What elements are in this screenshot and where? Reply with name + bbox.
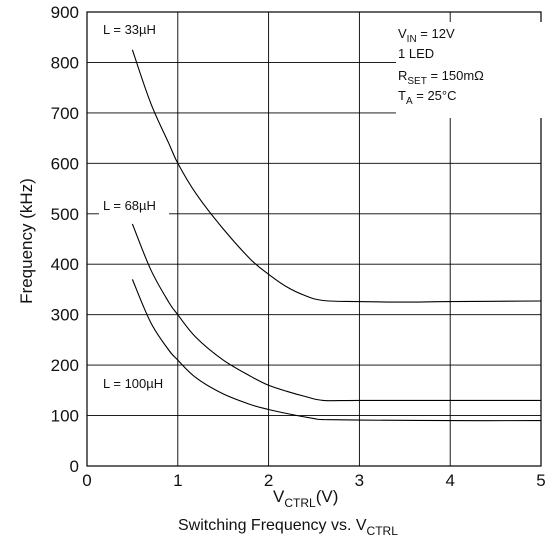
y-tick-label: 600 xyxy=(51,154,79,173)
chart-caption: Switching Frequency vs. VCTRL xyxy=(178,517,398,538)
condition-ta: TA = 25°C xyxy=(398,88,457,107)
curve-label-100uh: L = 100µH xyxy=(103,376,163,391)
series-line-2 xyxy=(131,279,542,422)
y-axis-label: Frequency (kHz) xyxy=(17,178,36,304)
series-line-1 xyxy=(131,223,541,402)
y-tick-label: 900 xyxy=(51,3,79,22)
y-tick-label: 100 xyxy=(51,407,79,426)
x-tick-label: 5 xyxy=(536,471,545,490)
x-axis-label-sub: CTRL xyxy=(284,496,316,510)
series-line-0 xyxy=(131,49,542,303)
x-tick-label: 1 xyxy=(173,471,182,490)
curve-label-bg-100 xyxy=(99,374,177,392)
x-tick-label: 2 xyxy=(264,471,273,490)
y-tick-label: 0 xyxy=(70,457,79,476)
y-tick-label: 300 xyxy=(51,306,79,325)
y-tick-label: 700 xyxy=(51,104,79,123)
curves xyxy=(131,49,542,422)
x-axis-label: VCTRL(V) xyxy=(273,487,338,510)
y-tick-label: 500 xyxy=(51,205,79,224)
condition-vin: VIN = 12V xyxy=(398,26,455,45)
condition-rset: RSET = 150mΩ xyxy=(398,68,484,87)
y-tick-label: 800 xyxy=(51,53,79,72)
y-tick-label: 200 xyxy=(51,356,79,375)
caption-sub: CTRL xyxy=(367,524,399,538)
plot-frame xyxy=(86,11,542,467)
x-tick-labels: 0 1 2 3 4 5 xyxy=(82,471,545,490)
x-tick-label: 4 xyxy=(445,471,454,490)
y-tick-label: 400 xyxy=(51,255,79,274)
conditions-background xyxy=(396,22,544,118)
conditions-box: VIN = 12V 1 LED RSET = 150mΩ TA = 25°C xyxy=(396,22,544,118)
x-axis-label-main: V xyxy=(273,487,285,506)
x-tick-label: 0 xyxy=(82,471,91,490)
x-axis-label-unit: (V) xyxy=(316,487,339,506)
curve-labels: L = 33µH L = 68µH L = 100µH xyxy=(99,20,177,392)
caption-main: Switching Frequency vs. V xyxy=(178,517,367,534)
condition-led: 1 LED xyxy=(398,46,434,61)
curve-label-68uh: L = 68µH xyxy=(103,198,156,213)
curve-label-33uh: L = 33µH xyxy=(103,22,156,37)
curve-label-bg-68 xyxy=(99,197,169,215)
curve-label-bg-33 xyxy=(99,20,169,38)
y-tick-labels: 0 100 200 300 400 500 600 700 800 900 xyxy=(51,3,79,476)
x-tick-label: 3 xyxy=(355,471,364,490)
